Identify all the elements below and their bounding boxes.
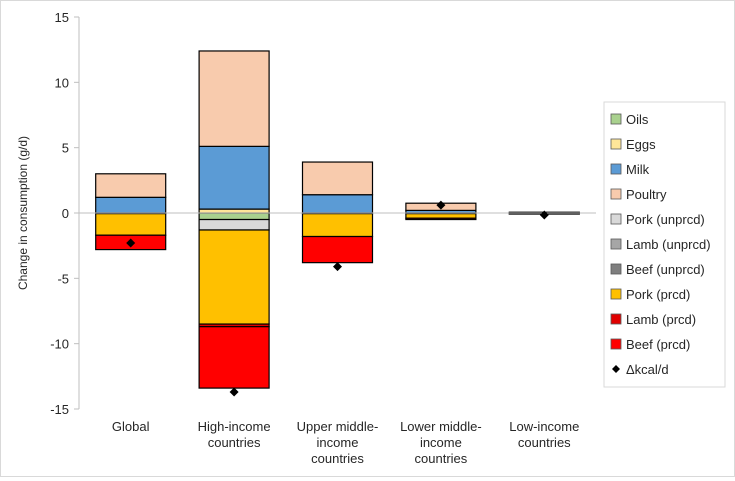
legend-swatch-eggs <box>611 139 621 149</box>
legend-swatch-pork-prcd <box>611 289 621 299</box>
legend-label-pork-unprcd: Pork (unprcd) <box>626 212 705 227</box>
legend-swatch-beef-prcd <box>611 339 621 349</box>
legend-swatch-milk <box>611 164 621 174</box>
y-axis-title: Change in consumption (g/d) <box>16 136 30 290</box>
y-tick-label: 5 <box>62 141 69 156</box>
y-tick-label: -15 <box>50 402 69 417</box>
bar-segment-beef-prcd-upper-middle-income-countries <box>303 237 373 263</box>
bar-segment-pork-prcd-lower-middle-income-countries <box>406 214 476 219</box>
kcal-marker-upper-middle-income-countries <box>333 262 342 271</box>
legend-label-poultry: Poultry <box>626 187 667 202</box>
legend-label-beef-unprcd: Beef (unprcd) <box>626 262 705 277</box>
y-tick-label: -10 <box>50 337 69 352</box>
legend-swatch-poultry <box>611 189 621 199</box>
legend-swatch-oils <box>611 114 621 124</box>
legend-label-lamb-prcd: Lamb (prcd) <box>626 312 696 327</box>
bars-layer <box>96 51 580 388</box>
bar-segment-milk-upper-middle-income-countries <box>303 195 373 213</box>
y-tick-label: 15 <box>55 10 69 25</box>
bar-segment-poultry-global <box>96 174 166 198</box>
kcal-marker-high-income-countries <box>230 388 239 397</box>
bar-segment-pork-prcd-global <box>96 214 166 236</box>
legend-swatch-lamb-unprcd <box>611 239 621 249</box>
bar-segment-pork-unprcd-high-income-countries <box>199 220 269 230</box>
legend-label-oils: Oils <box>626 112 649 127</box>
bar-segment-poultry-high-income-countries <box>199 51 269 146</box>
legend-label-kcal-d: Δkcal/d <box>626 362 669 377</box>
y-tick-label: 0 <box>62 206 69 221</box>
legend-swatch-beef-unprcd <box>611 264 621 274</box>
legend-swatch-pork-unprcd <box>611 214 621 224</box>
bar-segment-poultry-upper-middle-income-countries <box>303 162 373 195</box>
bar-segment-beef-prcd-high-income-countries <box>199 327 269 388</box>
legend-label-lamb-unprcd: Lamb (unprcd) <box>626 237 711 252</box>
bar-segment-beef-prcd-lower-middle-income-countries <box>406 218 476 219</box>
legend-label-eggs: Eggs <box>626 137 656 152</box>
legend: Oils Eggs Milk Poultry Pork (unprcd) Lamb (un… <box>604 102 725 387</box>
bar-segment-milk-global <box>96 197 166 213</box>
y-tick-label: -5 <box>57 271 69 286</box>
y-tick-label: 10 <box>55 75 69 90</box>
bar-segment-milk-high-income-countries <box>199 146 269 209</box>
bar-segment-pork-prcd-upper-middle-income-countries <box>303 214 373 237</box>
legend-label-milk: Milk <box>626 162 650 177</box>
legend-label-beef-prcd: Beef (prcd) <box>626 337 690 352</box>
legend-label-pork-prcd: Pork (prcd) <box>626 287 690 302</box>
bar-segment-pork-prcd-high-income-countries <box>199 230 269 324</box>
bar-segment-oils-high-income-countries <box>199 213 269 220</box>
legend-swatch-lamb-prcd <box>611 314 621 324</box>
x-category-label: Global <box>112 419 150 434</box>
